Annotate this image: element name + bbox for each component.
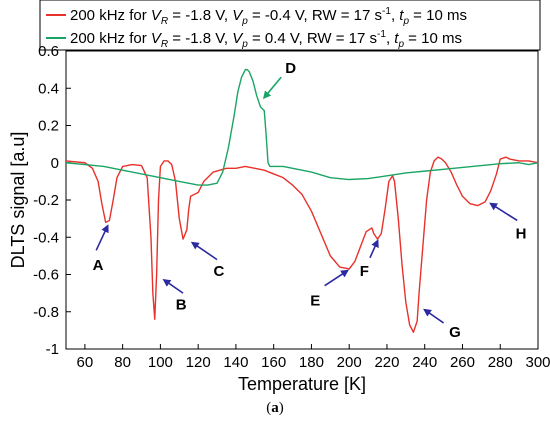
- y-axis-title: DLTS signal [a.u]: [8, 132, 28, 269]
- x-tick-label: 80: [114, 354, 131, 371]
- x-tick-label: 280: [488, 354, 513, 371]
- legend-1-v: V: [151, 7, 163, 24]
- legend-1-t: t: [399, 7, 404, 24]
- y-tick-label: 0.6: [38, 43, 59, 60]
- legend-1-b: = -1.8 V,: [168, 7, 232, 24]
- legend-2-tp-sub: p: [397, 39, 404, 50]
- annotation-label-e: E: [310, 293, 320, 310]
- legend-2-e: = 10 ms: [404, 30, 462, 47]
- y-tick-label: -0.2: [33, 192, 59, 209]
- y-tick-label: 0: [51, 155, 59, 172]
- x-axis-title: Temperature [K]: [238, 374, 366, 394]
- annotation-arrow-h: [489, 202, 518, 222]
- legend-2-vr-sub: R: [161, 39, 168, 50]
- legend-1-e: = 10 ms: [409, 7, 467, 24]
- annotation-label-g: G: [449, 324, 461, 341]
- caption-right: ): [278, 400, 284, 416]
- legend-1-exp: -1: [382, 6, 391, 17]
- legend-2-vp-sub: p: [241, 39, 248, 50]
- x-tick-label: 120: [186, 354, 211, 371]
- series-line-2: [66, 68, 538, 186]
- legend-1-tp-sub: p: [402, 16, 409, 27]
- legend-2-d: ,: [386, 30, 394, 47]
- legend-2-exp: -1: [377, 29, 386, 40]
- legend-1-vp-sub: p: [241, 16, 248, 27]
- x-tick-label: 260: [450, 354, 475, 371]
- x-tick-label: 300: [525, 354, 550, 371]
- x-tick-label: 200: [337, 354, 362, 371]
- legend: 200 kHz for VR = -1.8 V, Vp = -0.4 V, RW…: [39, 0, 541, 51]
- legend-2-v2: V: [232, 30, 244, 47]
- annotation-arrow-c: [190, 241, 218, 261]
- y-tick-label: -1: [46, 341, 59, 358]
- caption-letter: a: [271, 400, 279, 416]
- x-tick-label: 140: [223, 354, 248, 371]
- x-tick-label: 160: [261, 354, 286, 371]
- annotation-arrow-g: [423, 308, 445, 324]
- x-tick-label: 240: [412, 354, 437, 371]
- y-tick-label: -0.6: [33, 267, 59, 284]
- series-line-1: [66, 156, 538, 333]
- y-tick-label: -0.4: [33, 229, 59, 246]
- annotation-label-d: D: [285, 60, 296, 77]
- legend-1-vr-sub: R: [161, 16, 168, 27]
- legend-2-t: t: [394, 30, 399, 47]
- annotation-label-a: A: [93, 257, 104, 274]
- legend-2-b: = -1.8 V,: [168, 30, 232, 47]
- annotation-arrow-e: [324, 269, 349, 287]
- annotation-label-c: C: [214, 263, 225, 280]
- annotation-label-b: B: [176, 296, 187, 313]
- peak-annotations: A B C D E F G H: [93, 60, 527, 341]
- annotation-label-h: H: [516, 226, 527, 243]
- annotation-arrow-b: [162, 278, 184, 294]
- legend-2-a: 200 kHz for: [70, 30, 151, 47]
- legend-2-c: = 0.4 V, RW = 17 s: [248, 30, 377, 47]
- legend-1-c: = -0.4 V, RW = 17 s: [248, 7, 382, 24]
- caption-left: (: [266, 400, 272, 416]
- y-tick-label: -0.8: [33, 304, 59, 321]
- y-tick-label: 0.2: [38, 118, 59, 135]
- legend-1-d: ,: [391, 7, 399, 24]
- x-tick-label: 220: [374, 354, 399, 371]
- annotation-label-f: F: [360, 263, 369, 280]
- legend-1-a: 200 kHz for: [70, 7, 151, 24]
- legend-label-series-1: 200 kHz for VR = -1.8 V, Vp = -0.4 V, RW…: [70, 6, 467, 27]
- axis-ticks: 60 80 100 120 140 160 180 200 220 240 260 280 300 0.6…: [33, 43, 550, 371]
- annotation-arrow-f: [369, 239, 379, 259]
- annotation-arrow-d: [262, 76, 282, 100]
- annotation-arrow-a: [95, 224, 109, 251]
- legend-frame: [39, 0, 541, 51]
- figure-caption: (a): [0, 400, 550, 417]
- legend-1-v2: V: [232, 7, 244, 24]
- x-tick-label: 180: [299, 354, 324, 371]
- legend-label-series-2: 200 kHz for VR = -1.8 V, Vp = 0.4 V, RW …: [70, 29, 462, 50]
- y-tick-label: 0.4: [38, 80, 59, 97]
- x-tick-label: 100: [148, 354, 173, 371]
- x-tick-label: 60: [77, 354, 94, 371]
- legend-2-v: V: [151, 30, 163, 47]
- data-series: [66, 68, 538, 333]
- dlts-chart: 200 kHz for VR = -1.8 V, Vp = -0.4 V, RW…: [8, 0, 550, 394]
